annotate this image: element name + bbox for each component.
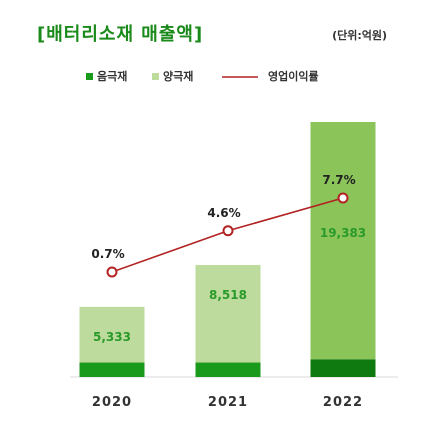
margin-label-2021: 4.6% — [207, 206, 240, 220]
x-tick-2022: 2022 — [323, 395, 363, 410]
margin-point-2022 — [337, 192, 349, 204]
margin-label-2022: 7.7% — [322, 173, 355, 187]
bar-anode-2020 — [79, 362, 145, 377]
unit-label: (단위:억원) — [332, 29, 387, 42]
x-tick-2020: 2020 — [92, 395, 132, 410]
margin-point-2021 — [222, 225, 234, 237]
bar-anode-2022 — [310, 359, 376, 377]
legend-label-영업이익률: 영업이익률 — [268, 69, 319, 83]
bar-anode-2021 — [195, 362, 261, 377]
labels: 5,333 2020 8,518 2021 19,383 2022 0.7% 4.6% 7.7% — [91, 173, 366, 410]
bar-cathode-2022 — [310, 122, 376, 360]
bar-cathode-2020 — [79, 306, 145, 363]
bar-total-label-2020: 5,333 — [93, 330, 131, 344]
line-layer — [106, 192, 349, 278]
legend: 음극재 양극재 영업이익률 — [86, 69, 319, 83]
bar-cathode-2021 — [195, 264, 261, 363]
legend-swatch-음극재 — [86, 73, 93, 80]
bars — [79, 122, 376, 377]
margin-point-2020 — [106, 266, 118, 278]
legend-label-양극재: 양극재 — [163, 69, 193, 83]
legend-label-음극재: 음극재 — [97, 69, 127, 83]
bar-total-label-2022: 19,383 — [320, 226, 366, 240]
chart-title: [배터리소재 매출액] — [37, 24, 204, 45]
legend-swatch-양극재 — [152, 73, 159, 80]
margin-label-2020: 0.7% — [91, 247, 124, 261]
bar-total-label-2021: 8,518 — [209, 288, 247, 302]
x-tick-2021: 2021 — [208, 395, 248, 410]
